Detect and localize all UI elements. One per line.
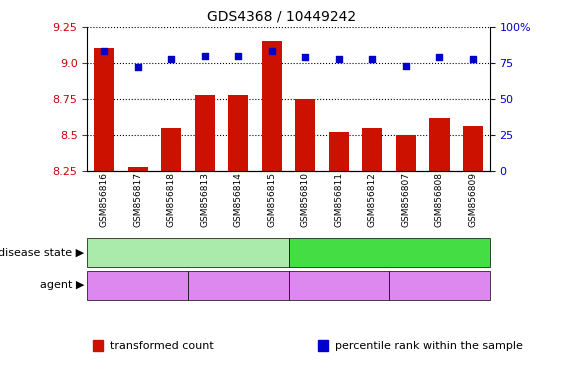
Text: DSS-induced colitis: DSS-induced colitis xyxy=(135,247,242,258)
Text: transformed count: transformed count xyxy=(110,341,213,351)
Bar xyxy=(262,41,282,171)
Text: percentile rank within the sample: percentile rank within the sample xyxy=(335,341,523,351)
Bar xyxy=(463,126,483,171)
Point xyxy=(167,56,176,62)
Text: GDS4368 / 10449242: GDS4368 / 10449242 xyxy=(207,10,356,23)
Point xyxy=(133,64,142,70)
Text: L-Arg: L-Arg xyxy=(324,280,354,290)
Bar xyxy=(430,118,449,171)
Point xyxy=(100,48,109,55)
Text: agent ▶: agent ▶ xyxy=(40,280,84,290)
Bar xyxy=(295,99,315,171)
Point xyxy=(301,54,310,60)
Point xyxy=(468,56,477,62)
Point xyxy=(334,56,343,62)
Bar xyxy=(94,48,114,171)
Bar xyxy=(228,94,248,171)
Bar xyxy=(195,94,215,171)
Point xyxy=(267,48,276,55)
Bar xyxy=(161,127,181,171)
Point xyxy=(200,53,209,59)
Point xyxy=(401,63,410,69)
Bar xyxy=(329,132,349,171)
Point xyxy=(435,54,444,60)
Text: disease state ▶: disease state ▶ xyxy=(0,247,84,258)
Point xyxy=(368,56,377,62)
Bar xyxy=(128,167,148,171)
Text: water: water xyxy=(423,280,455,290)
Text: water: water xyxy=(222,280,254,290)
Text: L-Arg: L-Arg xyxy=(123,280,152,290)
Text: control: control xyxy=(370,247,409,258)
Point xyxy=(234,53,243,59)
Bar xyxy=(363,127,382,171)
Bar xyxy=(396,135,416,171)
